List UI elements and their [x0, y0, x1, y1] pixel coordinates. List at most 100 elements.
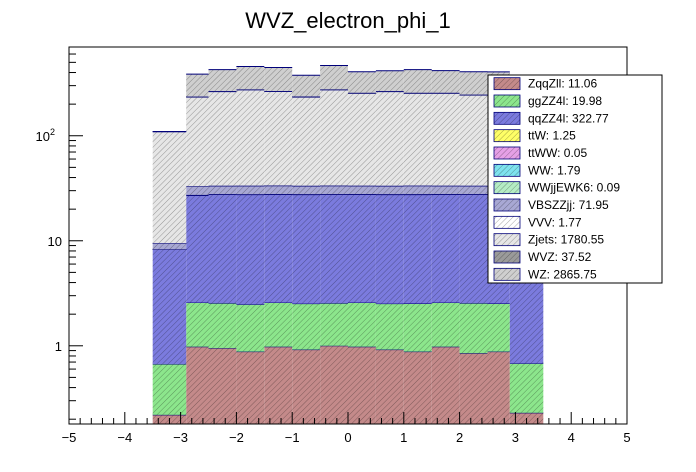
bar-hatch-ggZZ4l-3: [236, 304, 265, 352]
bar-hatch-VBSZZjj-11: [459, 185, 488, 195]
bar-hatch-Zjets-2: [208, 91, 237, 186]
bar-hatch-VBSZZjj-9: [403, 185, 432, 195]
bar-hatch-ZqqZll-4: [264, 346, 293, 424]
legend-swatch-hatch: [494, 147, 520, 159]
bar-hatch-ggZZ4l-8: [375, 303, 404, 350]
legend-label: ggZZ4l: 19.98: [528, 94, 602, 108]
bar-hatch-VBSZZjj-5: [292, 185, 321, 195]
bar-hatch-ggZZ4l-10: [431, 302, 460, 347]
bar-hatch-VBSZZjj-2: [208, 185, 237, 195]
bar-hatch-ggZZ4l-2: [208, 303, 237, 349]
bar-hatch-qqZZ4l-2: [208, 194, 237, 304]
y-axis: 1 10 102: [36, 46, 83, 420]
bar-hatch-ZqqZll-12: [487, 351, 510, 424]
legend-item-ZqqZll: ZqqZll: 11.06: [493, 77, 597, 91]
bar-hatch-Zjets-4: [264, 91, 293, 186]
bar-hatch-qqZZ4l-4: [264, 194, 293, 303]
legend-label: ttW: 1.25: [528, 129, 576, 143]
bar-hatch-ggZZ4l-11: [459, 303, 488, 354]
series-ZqqZll: [152, 345, 544, 424]
bar-hatch-WZ-8: [375, 70, 404, 92]
legend-label: WW: 1.79: [528, 163, 581, 177]
bar-hatch-WZ-1: [186, 74, 209, 97]
bar-hatch-VBSZZjj-7: [348, 185, 376, 195]
legend-swatch-hatch: [494, 77, 520, 90]
legend: ZqqZll: 11.06 ggZZ4l: 19.98 qqZZ4l: 322.77…: [487, 74, 663, 284]
bar-hatch-qqZZ4l-7: [348, 194, 376, 303]
x-tick-label: 0: [344, 430, 351, 445]
bar-hatch-ggZZ4l-7: [348, 302, 376, 347]
bar-hatch-ggZZ4l-1: [186, 302, 209, 347]
legend-item-WZ: WZ: 2865.75: [493, 267, 597, 281]
bar-hatch-ZqqZll-1: [186, 346, 209, 424]
x-tick-label: 4: [568, 430, 575, 445]
chart-title: WVZ_electron_phi_1: [245, 8, 450, 33]
x-tick-label: 3: [512, 430, 519, 445]
x-tick-label: 1: [400, 430, 407, 445]
bar-hatch-ZqqZll-3: [236, 351, 265, 424]
legend-label: ZqqZll: 11.06: [528, 77, 597, 91]
legend-swatch-hatch: [494, 216, 520, 229]
legend-swatch-hatch: [494, 268, 520, 281]
legend-label: Zjets: 1780.55: [528, 233, 604, 247]
legend-label: qqZZ4l: 322.77: [528, 111, 609, 125]
bar-hatch-Zjets-7: [348, 93, 376, 186]
bar-hatch-qqZZ4l-1: [186, 195, 209, 303]
legend-item-qqZZ4l: qqZZ4l: 322.77: [493, 111, 609, 125]
legend-item-VVV: VVV: 1.77: [493, 215, 582, 229]
x-tick-label: −1: [285, 430, 300, 445]
bar-hatch-WZ-4: [264, 67, 293, 92]
legend-label: WZ: 2865.75: [528, 267, 597, 281]
bar-hatch-qqZZ4l-3: [236, 194, 265, 305]
bar-hatch-ZqqZll-8: [375, 349, 404, 424]
bar-hatch-ZqqZll-10: [431, 346, 460, 424]
bar-hatch-Zjets-11: [459, 95, 488, 186]
legend-swatch-hatch: [494, 251, 520, 263]
bar-hatch-ggZZ4l-5: [292, 303, 321, 350]
legend-label: WVZ: 37.52: [528, 250, 592, 264]
bar-hatch-ggZZ4l-4: [264, 302, 293, 347]
bar-hatch-WZ-5: [292, 75, 321, 97]
bar-hatch-ZqqZll-6: [320, 345, 348, 424]
bar-hatch-WZ-9: [403, 69, 432, 93]
legend-label: WWjjEWK6: 0.09: [528, 181, 620, 195]
x-tick-label: −3: [173, 430, 188, 445]
legend-swatch-hatch: [494, 233, 520, 246]
legend-swatch-hatch: [494, 112, 520, 125]
series-ggZZ4l: [152, 302, 544, 415]
bar-hatch-WZ-3: [236, 66, 265, 90]
legend-swatch-hatch: [494, 95, 520, 107]
y-tick-exponent: 2: [50, 127, 55, 137]
legend-item-WWjjEWK6: WWjjEWK6: 0.09: [493, 181, 620, 195]
x-tick-label: −2: [229, 430, 244, 445]
bar-hatch-qqZZ4l-9: [403, 194, 432, 304]
legend-item-WVZ: WVZ: 37.52: [493, 250, 592, 264]
bar-hatch-Zjets-5: [292, 97, 321, 186]
x-tick-label: 2: [456, 430, 463, 445]
legend-item-WW: WW: 1.79: [493, 163, 581, 177]
bar-hatch-Zjets-3: [236, 89, 265, 186]
legend-label: VVV: 1.77: [528, 215, 582, 229]
bar-hatch-Zjets-9: [403, 93, 432, 186]
legend-item-ttW: ttW: 1.25: [493, 129, 576, 143]
bar-hatch-VBSZZjj-1: [186, 186, 209, 195]
x-tick-label: −4: [117, 430, 132, 445]
bar-hatch-ZqqZll-2: [208, 348, 237, 424]
bar-hatch-VBSZZjj-8: [375, 185, 404, 195]
plot-area: [152, 65, 544, 424]
bar-hatch-WZ-7: [348, 71, 376, 93]
legend-swatch-hatch: [494, 181, 520, 194]
bar-hatch-ggZZ4l-0: [152, 364, 187, 415]
bar-hatch-WZ-2: [208, 69, 237, 92]
legend-label: VBSZZjj: 71.95: [528, 198, 609, 212]
legend-item-Zjets: Zjets: 1780.55: [493, 233, 604, 247]
bar-hatch-ZqqZll-9: [403, 351, 432, 424]
legend-item-ggZZ4l: ggZZ4l: 19.98: [493, 94, 602, 108]
bar-hatch-Zjets-0: [152, 131, 187, 244]
bar-hatch-WZ-6: [320, 65, 348, 90]
bar-hatch-VBSZZjj-6: [320, 185, 348, 195]
y-tick-label: 10: [48, 234, 62, 249]
bar-hatch-Zjets-6: [320, 89, 348, 186]
legend-swatch-hatch: [494, 129, 520, 142]
